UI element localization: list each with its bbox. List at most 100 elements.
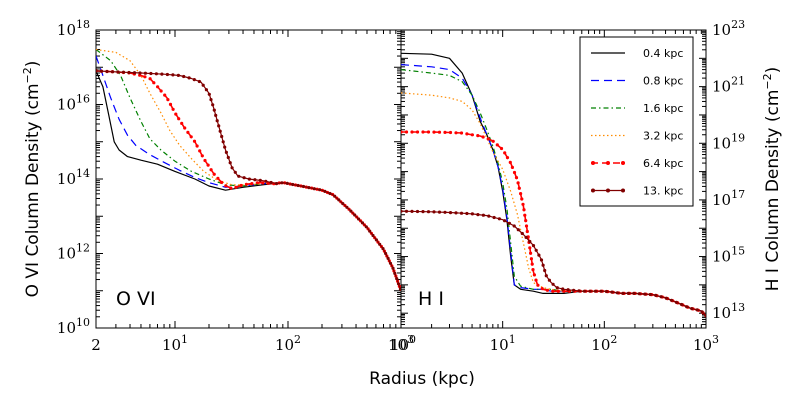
legend-label-5: 6.4 kpc — [643, 157, 683, 170]
ovi-series-marker-6 — [223, 145, 227, 149]
hi-y-tick-label-base: 10 — [712, 21, 731, 39]
ovi-series-marker-5 — [209, 168, 213, 172]
hi-x-tick-label: 102 — [591, 333, 617, 354]
hi-series-marker-6 — [487, 214, 491, 218]
hi-series-marker-5 — [437, 130, 442, 134]
hi-series-marker-5 — [432, 130, 436, 134]
hi-series-marker-5 — [540, 287, 544, 291]
ovi-series-marker-6 — [154, 72, 158, 76]
ovi-x-tick-label-exp: 2 — [294, 333, 301, 346]
ovi-series-marker-6 — [371, 233, 375, 238]
hi-series-marker-6 — [534, 248, 538, 252]
ovi-ylabel-close: ) — [23, 61, 43, 68]
legend-label-6: 13. kpc — [643, 185, 683, 198]
hi-series-marker-6 — [561, 287, 565, 291]
hi-series-marker-6 — [695, 308, 699, 312]
hi-series-marker-6 — [497, 217, 501, 221]
hi-series-marker-6 — [637, 292, 642, 296]
hi-series-marker-5 — [443, 130, 447, 134]
ovi-x-tick-label-exp: 1 — [181, 333, 188, 346]
hi-series-marker-5 — [505, 156, 510, 160]
ovi-series-marker-6 — [230, 166, 234, 170]
hi-series-marker-6 — [454, 211, 458, 215]
hi-series-marker-6 — [690, 307, 694, 311]
legend-box — [579, 36, 694, 207]
hi-series-marker-5 — [534, 278, 538, 282]
hi-x-tick-label-exp: 0 — [409, 333, 416, 346]
hi-y-tick-label-exp: 13 — [731, 301, 745, 314]
ovi-series-marker-6 — [258, 178, 262, 182]
hi-y-tick-label-exp: 23 — [731, 18, 745, 31]
hi-y-tick-label: 1017 — [712, 188, 745, 209]
ovi-series-marker-6 — [220, 134, 224, 139]
ovi-ylabel-text: O VI Column Density (cm — [23, 83, 43, 297]
ovi-series-marker-5 — [189, 135, 193, 139]
legend-label-1: 0.4 kpc — [643, 47, 683, 60]
legend-marker-6 — [606, 188, 610, 193]
hi-series-marker-5 — [519, 192, 523, 196]
ovi-series-marker-6 — [368, 229, 372, 233]
hi-y-tick-label: 1019 — [712, 131, 745, 152]
hi-series-marker-6 — [465, 211, 469, 216]
legend-marker-5 — [606, 161, 610, 165]
ovi-x-tick-label-base: 10 — [388, 336, 407, 354]
hi-series-marker-5 — [476, 134, 480, 138]
hi-series-marker-5 — [495, 143, 499, 147]
hi-series-marker-5 — [459, 131, 464, 135]
hi-y-tick-label: 1015 — [712, 245, 745, 266]
hi-x-tick-label: 103 — [693, 333, 719, 354]
ovi-y-tick-label: 1018 — [57, 18, 90, 39]
ovi-series-group — [96, 48, 401, 292]
ovi-series-marker-6 — [197, 79, 201, 84]
ovi-series-marker-6 — [396, 282, 401, 286]
hi-series-marker-6 — [615, 291, 620, 295]
hi-series-marker-6 — [443, 210, 447, 214]
hi-series-marker-6 — [659, 295, 663, 299]
hi-series-marker-5 — [426, 130, 431, 134]
hi-series-marker-6 — [537, 253, 541, 257]
hi-series-marker-6 — [520, 231, 524, 236]
hi-series-marker-5 — [530, 262, 534, 266]
hi-y-axis-label: H I Column Density (cm−2) — [761, 67, 783, 292]
ovi-series-marker-6 — [345, 205, 349, 209]
ovi-series-marker-6 — [149, 71, 153, 76]
ovi-series-marker-5 — [192, 139, 197, 143]
hi-y-tick-label-base: 10 — [712, 248, 731, 266]
hi-series-marker-5 — [508, 160, 512, 164]
hi-y-tick-label: 1013 — [712, 301, 745, 322]
hi-series-marker-5 — [454, 131, 458, 135]
ovi-x-tick-label-base: 10 — [162, 336, 181, 354]
hi-x-tick-label: 101 — [490, 333, 516, 354]
hi-series-marker-5 — [528, 246, 532, 250]
ovi-series-marker-6 — [228, 161, 232, 165]
hi-series-marker-5 — [499, 146, 504, 151]
hi-series-marker-6 — [426, 210, 431, 214]
hi-series-marker-5 — [517, 186, 521, 190]
ovi-series-marker-5 — [156, 85, 160, 89]
hi-series-marker-6 — [492, 215, 496, 220]
ovi-series-marker-6 — [204, 88, 208, 92]
ovi-series-marker-6 — [217, 124, 221, 128]
ovi-series-marker-5 — [212, 172, 216, 176]
ovi-x-tick-label-base: 10 — [275, 336, 294, 354]
ovi-panel-label: O VI — [116, 288, 156, 310]
hi-series-marker-6 — [415, 209, 420, 214]
hi-series-group — [401, 52, 706, 318]
ovi-series-line-5 — [96, 70, 401, 292]
ovi-series-marker-6 — [105, 69, 109, 74]
ovi-y-tick-label: 1010 — [57, 316, 90, 337]
ovi-series-marker-5 — [203, 158, 207, 163]
ovi-series-marker-6 — [215, 119, 219, 123]
ovi-series-marker-5 — [244, 182, 248, 186]
hi-series-marker-5 — [448, 130, 453, 135]
ovi-series-line-2 — [96, 55, 401, 292]
ovi-series-marker-5 — [143, 75, 147, 79]
hi-x-tick-label-base: 10 — [490, 336, 509, 354]
ovi-x-tick-label: 2 — [91, 336, 101, 354]
ovi-series-marker-5 — [183, 126, 187, 130]
ovi-y-tick-label-exp: 10 — [76, 316, 90, 329]
ovi-series-marker-5 — [171, 107, 175, 111]
ovi-series-line-6 — [96, 70, 401, 292]
ovi-y-tick-label-base: 10 — [57, 21, 76, 39]
